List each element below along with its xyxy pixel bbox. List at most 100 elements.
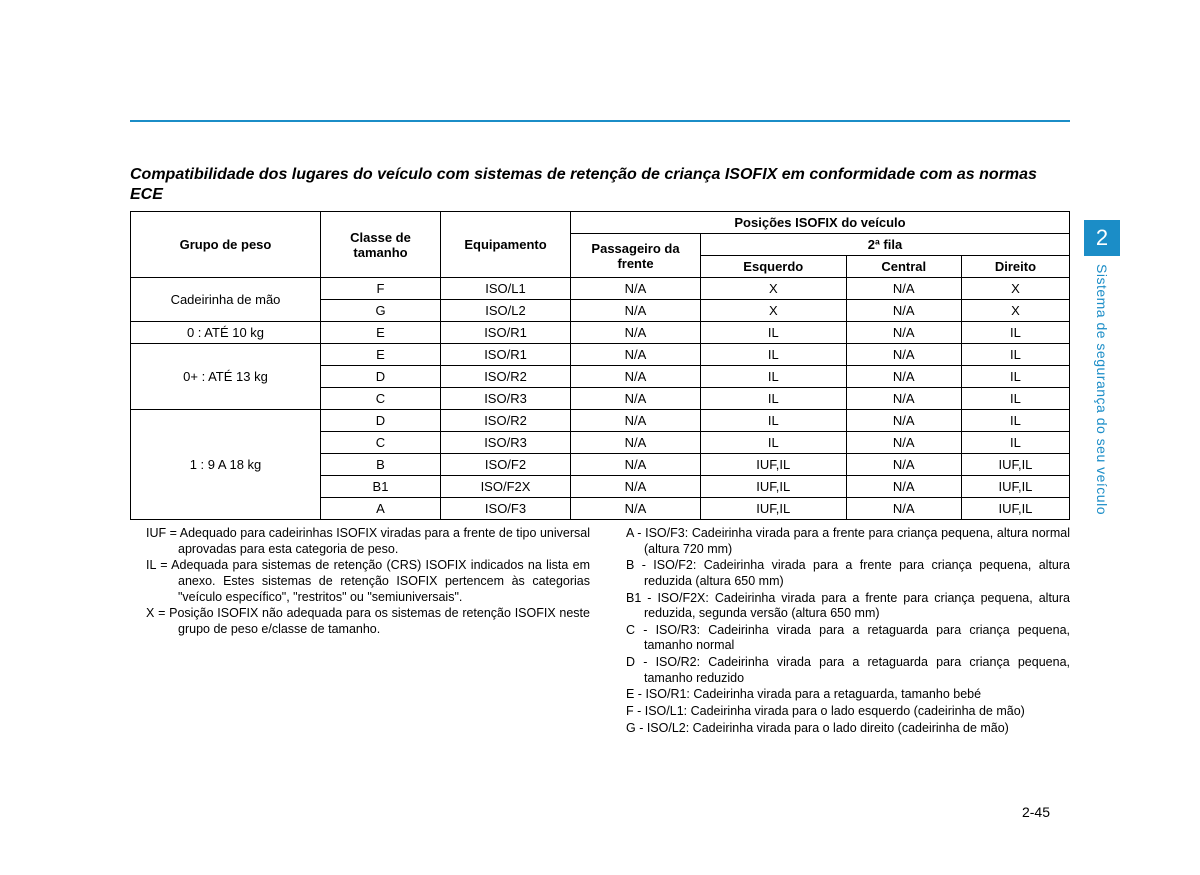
legend-item: C - ISO/R3: Cadeirinha virada para a ret… bbox=[610, 623, 1070, 654]
cell: ISO/R1 bbox=[441, 344, 571, 366]
cell: N/A bbox=[571, 432, 701, 454]
cell: ISO/R1 bbox=[441, 322, 571, 344]
table-row: Cadeirinha de mãoFISO/L1N/AXN/AX bbox=[131, 278, 1070, 300]
table-row: 1 : 9 A 18 kgDISO/R2N/AILN/AIL bbox=[131, 410, 1070, 432]
cell: IL bbox=[961, 410, 1069, 432]
chapter-title: Sistema de segurança do seu veículo bbox=[1094, 264, 1110, 515]
page-number: 2-45 bbox=[1022, 804, 1050, 820]
group-label: 0+ : ATÉ 13 kg bbox=[131, 344, 321, 410]
cell: IL bbox=[961, 344, 1069, 366]
cell: D bbox=[321, 410, 441, 432]
cell: X bbox=[701, 278, 847, 300]
cell: N/A bbox=[846, 498, 961, 520]
cell: IL bbox=[701, 344, 847, 366]
cell: IUF,IL bbox=[701, 476, 847, 498]
legend-item: E - ISO/R1: Cadeirinha virada para a ret… bbox=[610, 687, 1070, 703]
cell: N/A bbox=[846, 432, 961, 454]
cell: X bbox=[961, 300, 1069, 322]
chapter-tab: 2 Sistema de segurança do seu veículo bbox=[1084, 220, 1120, 515]
th-posicoes: Posições ISOFIX do veículo bbox=[571, 212, 1070, 234]
group-label: Cadeirinha de mão bbox=[131, 278, 321, 322]
cell: ISO/R2 bbox=[441, 366, 571, 388]
cell: E bbox=[321, 322, 441, 344]
cell: N/A bbox=[846, 300, 961, 322]
cell: N/A bbox=[571, 388, 701, 410]
cell: N/A bbox=[846, 410, 961, 432]
cell: N/A bbox=[571, 344, 701, 366]
cell: IUF,IL bbox=[961, 498, 1069, 520]
cell: C bbox=[321, 432, 441, 454]
chapter-number: 2 bbox=[1084, 220, 1120, 256]
cell: IL bbox=[961, 322, 1069, 344]
cell: N/A bbox=[846, 278, 961, 300]
group-label: 0 : ATÉ 10 kg bbox=[131, 322, 321, 344]
th-central: Central bbox=[846, 256, 961, 278]
legend-item: G - ISO/L2: Cadeirinha virada para o lad… bbox=[610, 721, 1070, 737]
cell: ISO/F3 bbox=[441, 498, 571, 520]
legends-left: IUF = Adequado para cadeirinhas ISOFIX v… bbox=[130, 526, 590, 737]
cell: IL bbox=[701, 410, 847, 432]
legend-item: D - ISO/R2: Cadeirinha virada para a ret… bbox=[610, 655, 1070, 686]
cell: N/A bbox=[571, 300, 701, 322]
cell: C bbox=[321, 388, 441, 410]
cell: IUF,IL bbox=[961, 454, 1069, 476]
cell: ISO/F2 bbox=[441, 454, 571, 476]
legends-right: A - ISO/F3: Cadeirinha virada para a fre… bbox=[610, 526, 1070, 737]
cell: IL bbox=[961, 432, 1069, 454]
cell: ISO/F2X bbox=[441, 476, 571, 498]
cell: IUF,IL bbox=[961, 476, 1069, 498]
group-label: 1 : 9 A 18 kg bbox=[131, 410, 321, 520]
cell: IUF,IL bbox=[701, 498, 847, 520]
cell: N/A bbox=[846, 344, 961, 366]
legend-item: IL = Adequada para sistemas de retenção … bbox=[130, 558, 590, 605]
cell: IL bbox=[701, 432, 847, 454]
cell: N/A bbox=[846, 322, 961, 344]
cell: ISO/R3 bbox=[441, 388, 571, 410]
cell: IL bbox=[701, 366, 847, 388]
cell: N/A bbox=[571, 476, 701, 498]
cell: N/A bbox=[571, 410, 701, 432]
cell: N/A bbox=[571, 278, 701, 300]
legend-item: X = Posição ISOFIX não adequada para os … bbox=[130, 606, 590, 637]
cell: N/A bbox=[846, 388, 961, 410]
top-rule bbox=[130, 120, 1070, 122]
cell: G bbox=[321, 300, 441, 322]
table-row: 0+ : ATÉ 13 kgEISO/R1N/AILN/AIL bbox=[131, 344, 1070, 366]
cell: ISO/R2 bbox=[441, 410, 571, 432]
legend-item: A - ISO/F3: Cadeirinha virada para a fre… bbox=[610, 526, 1070, 557]
th-dir: Direito bbox=[961, 256, 1069, 278]
legend-item: B1 - ISO/F2X: Cadeirinha virada para a f… bbox=[610, 591, 1070, 622]
cell: ISO/L2 bbox=[441, 300, 571, 322]
legend-item: IUF = Adequado para cadeirinhas ISOFIX v… bbox=[130, 526, 590, 557]
cell: E bbox=[321, 344, 441, 366]
th-classe: Classe de tamanho bbox=[321, 212, 441, 278]
cell: X bbox=[961, 278, 1069, 300]
page-title: Compatibilidade dos lugares do veículo c… bbox=[130, 165, 1070, 205]
cell: B bbox=[321, 454, 441, 476]
cell: ISO/R3 bbox=[441, 432, 571, 454]
cell: IL bbox=[701, 322, 847, 344]
th-equip: Equipamento bbox=[441, 212, 571, 278]
cell: ISO/L1 bbox=[441, 278, 571, 300]
content-area: Compatibilidade dos lugares do veículo c… bbox=[130, 165, 1070, 737]
cell: X bbox=[701, 300, 847, 322]
cell: D bbox=[321, 366, 441, 388]
cell: IUF,IL bbox=[701, 454, 847, 476]
cell: A bbox=[321, 498, 441, 520]
legend-item: F - ISO/L1: Cadeirinha virada para o lad… bbox=[610, 704, 1070, 720]
cell: IL bbox=[701, 388, 847, 410]
legends: IUF = Adequado para cadeirinhas ISOFIX v… bbox=[130, 526, 1070, 737]
cell: F bbox=[321, 278, 441, 300]
cell: N/A bbox=[571, 454, 701, 476]
cell: N/A bbox=[571, 366, 701, 388]
cell: B1 bbox=[321, 476, 441, 498]
cell: IL bbox=[961, 366, 1069, 388]
table-row: 0 : ATÉ 10 kgEISO/R1N/AILN/AIL bbox=[131, 322, 1070, 344]
cell: N/A bbox=[846, 454, 961, 476]
cell: N/A bbox=[846, 476, 961, 498]
th-fila2: 2ª fila bbox=[701, 234, 1070, 256]
isofix-table: Grupo de peso Classe de tamanho Equipame… bbox=[130, 211, 1070, 520]
th-passageiro: Passageiro da frente bbox=[571, 234, 701, 278]
cell: N/A bbox=[846, 366, 961, 388]
cell: N/A bbox=[571, 322, 701, 344]
